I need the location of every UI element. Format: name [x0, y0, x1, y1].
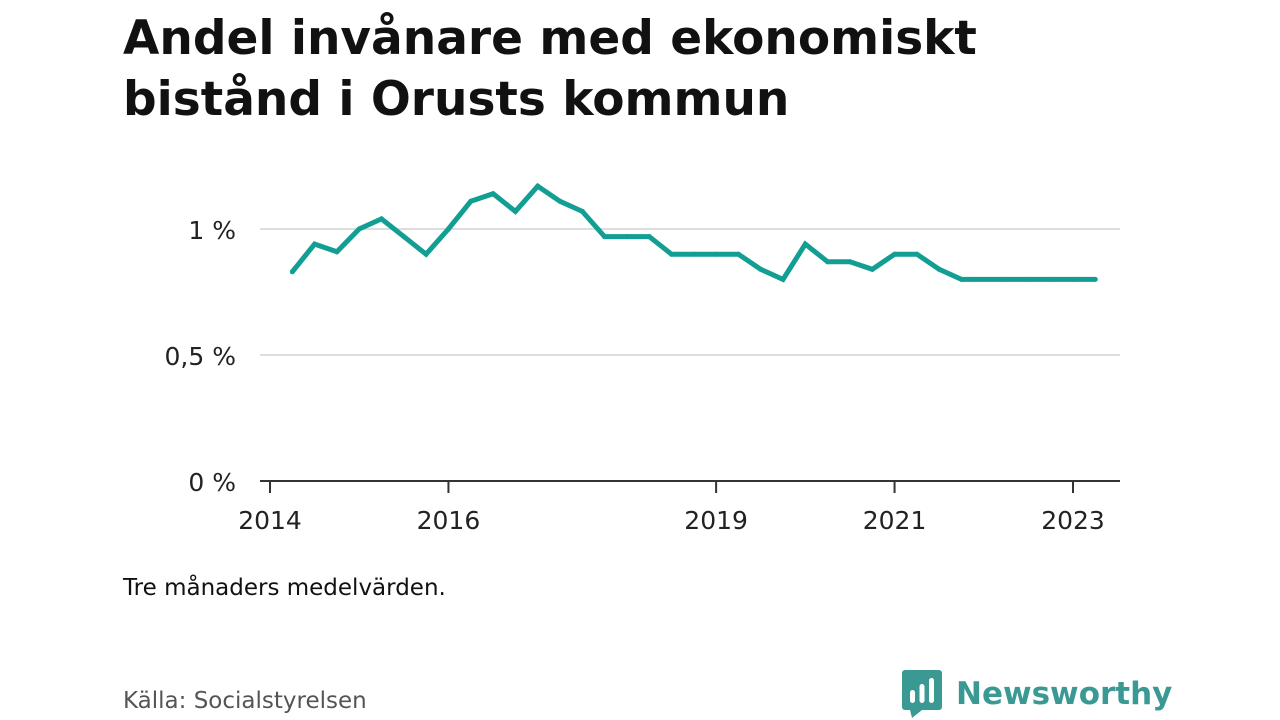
data-point — [869, 266, 875, 272]
data-point — [445, 226, 451, 232]
data-point — [758, 266, 764, 272]
data-points — [289, 183, 1098, 282]
data-point — [847, 259, 853, 265]
data-point — [713, 251, 719, 257]
gridlines — [260, 228, 1120, 356]
source-credit: Källa: Socialstyrelsen — [123, 688, 367, 714]
data-point — [624, 234, 630, 240]
data-point — [1070, 276, 1076, 282]
data-point — [1092, 276, 1098, 282]
data-point — [802, 241, 808, 247]
data-point — [1003, 276, 1009, 282]
data-point — [892, 251, 898, 257]
bar-chart-speech-bubble-icon — [902, 670, 942, 718]
line-chart: 0 % 0,5 % 1 % 2014 2016 2019 2021 2023 — [165, 182, 1120, 535]
data-point — [468, 198, 474, 204]
data-point — [312, 241, 318, 247]
data-point — [691, 251, 697, 257]
data-point — [579, 208, 585, 214]
data-point — [914, 251, 920, 257]
x-tick-label: 2014 — [238, 506, 302, 535]
x-tick-label: 2019 — [684, 506, 748, 535]
data-point — [1025, 276, 1031, 282]
x-axis-ticks: 2014 2016 2019 2021 2023 — [238, 481, 1105, 535]
series-line — [290, 182, 1096, 283]
data-point — [490, 191, 496, 197]
x-tick-label: 2016 — [417, 506, 481, 535]
chart-title: Andel invånare med ekonomiskt bistånd i … — [123, 11, 977, 127]
x-tick-label: 2023 — [1041, 506, 1105, 535]
data-point — [423, 251, 429, 257]
data-point — [1048, 276, 1054, 282]
y-tick-label: 0,5 % — [165, 342, 236, 371]
data-point — [602, 234, 608, 240]
data-point — [936, 266, 942, 272]
x-tick-label: 2021 — [863, 506, 927, 535]
data-point — [356, 226, 362, 232]
y-axis-tick-labels: 0 % 0,5 % 1 % — [165, 216, 236, 497]
data-point — [646, 234, 652, 240]
data-point — [535, 183, 541, 189]
data-point — [825, 259, 831, 265]
data-point — [401, 234, 407, 240]
data-point — [334, 249, 340, 255]
data-point — [289, 269, 295, 275]
data-point — [669, 251, 674, 257]
data-point — [379, 216, 384, 222]
y-tick-label: 1 % — [188, 216, 236, 245]
data-point — [959, 276, 964, 282]
chart-note: Tre månaders medelvärden. — [123, 575, 446, 601]
brand-name: Newsworthy — [956, 676, 1173, 712]
data-point — [780, 276, 786, 282]
y-tick-label: 0 % — [188, 468, 236, 497]
brand-logo: Newsworthy — [902, 670, 1172, 718]
data-point — [735, 251, 741, 257]
data-point — [981, 276, 987, 282]
data-point — [512, 208, 518, 214]
data-point — [557, 198, 563, 204]
